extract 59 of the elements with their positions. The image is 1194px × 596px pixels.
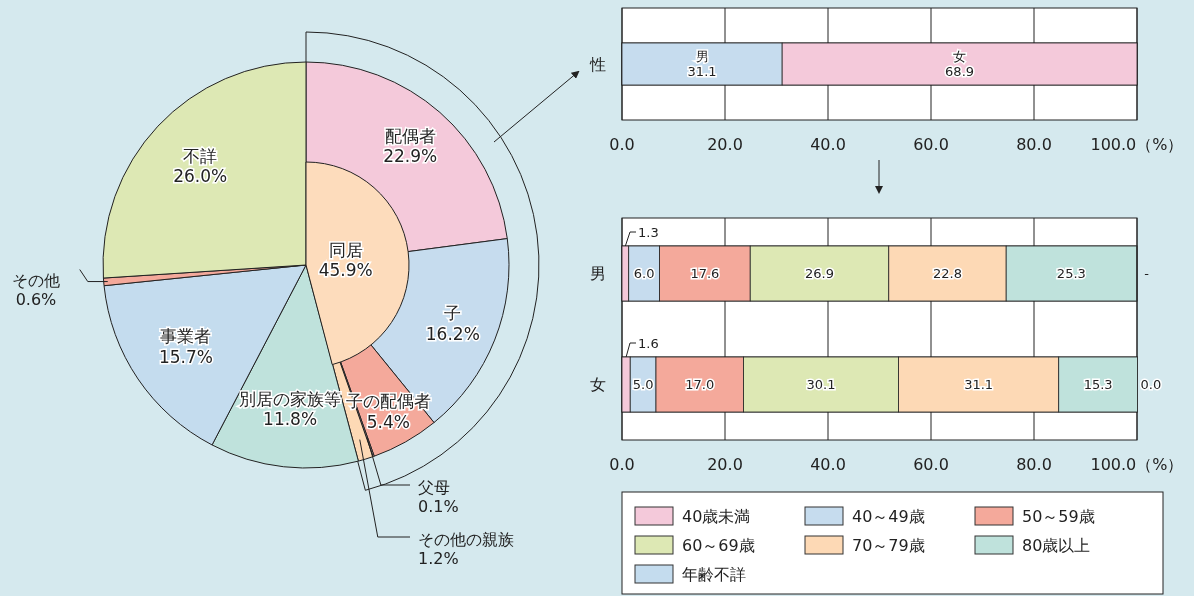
y-tick-label: 男: [590, 264, 606, 284]
data-label: 22.8: [933, 266, 962, 282]
x-tick-label: 100.0（%）: [1090, 134, 1184, 154]
data-label: 68.9: [945, 64, 975, 80]
data-label: 15.3: [1083, 377, 1113, 393]
x-tick-label: 80.0: [1016, 454, 1052, 474]
x-tick-label: 20.0: [707, 454, 743, 474]
data-label: 17.6: [690, 266, 720, 282]
data-label: 31.1: [687, 64, 717, 80]
legend-label: 70～79歳: [852, 535, 925, 555]
category-label: 同居: [328, 239, 363, 260]
data-label: 31.1: [964, 377, 994, 393]
x-tick-label: 20.0: [707, 134, 743, 154]
legend-label: 年齢不詳: [682, 564, 746, 584]
slice-label: 配偶者: [384, 125, 436, 146]
data-label: 6.0: [633, 266, 655, 282]
data-label: 5.4%: [366, 411, 410, 432]
slice-label: 別居の家族等: [239, 388, 342, 409]
x-tick-label: 40.0: [810, 134, 846, 154]
x-tick-label: 80.0: [1016, 134, 1052, 154]
x-tick-label: 40.0: [810, 454, 846, 474]
series-label: 女: [953, 48, 967, 64]
slice-label: 事業者: [160, 326, 212, 347]
x-tick-label: 60.0: [913, 134, 949, 154]
y-tick-label: 性: [589, 54, 606, 74]
data-label: 15.7%: [158, 346, 213, 367]
slice-label: 父母: [418, 478, 450, 497]
data-label: 17.0: [685, 377, 715, 393]
y-tick-label: 女: [590, 375, 606, 395]
data-label: 30.1: [806, 377, 836, 393]
x-tick-label: 100.0（%）: [1090, 454, 1184, 474]
data-label: 0.6%: [15, 289, 57, 309]
x-tick-label: 0.0: [609, 454, 635, 474]
data-label: 0.0: [1140, 377, 1162, 393]
data-label: 1.3: [638, 224, 659, 240]
slice-label: 不詳: [183, 145, 218, 166]
data-label: 26.0%: [173, 165, 228, 186]
data-label: 16.2%: [425, 323, 480, 344]
x-tick-label: 0.0: [609, 134, 635, 154]
series-label: 男: [695, 48, 709, 64]
legend-label: 60～69歳: [682, 535, 755, 555]
data-label: 1.6: [638, 335, 659, 351]
data-label: 5.0: [632, 377, 654, 393]
data-label: 45.9%: [318, 260, 373, 281]
data-label: 26.9: [805, 266, 834, 282]
slice-label: 子: [444, 303, 462, 324]
data-label: 22.9%: [383, 146, 438, 167]
data-label: 25.3: [1056, 266, 1086, 282]
legend-label: 40～49歳: [852, 506, 925, 526]
x-tick-label: 60.0: [913, 454, 949, 474]
legend-label: 40歳未満: [682, 506, 751, 526]
slice-label: その他の親族: [418, 530, 514, 549]
legend-label: 50～59歳: [1022, 506, 1095, 526]
data-label: 1.2%: [418, 549, 459, 569]
text: -: [1144, 266, 1149, 282]
legend-label: その他: [12, 270, 60, 290]
data-label: 0.1%: [418, 497, 459, 517]
data-label: 11.8%: [263, 409, 318, 430]
legend-label: 80歳以上: [1022, 535, 1091, 555]
